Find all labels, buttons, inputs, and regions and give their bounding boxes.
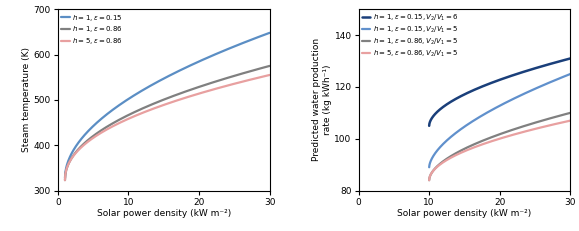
$h = 1, \varepsilon = 0.15, V_2/V_1 = 6$ [493,80,500,82]
$h = 1, \varepsilon = 0.86, V_2/V_1 = 5$ [541,119,548,121]
$h = 5, \varepsilon = 0.86, V_2/V_1 = 5$ [510,133,516,136]
Text: b: b [327,0,336,2]
$h = 5, \varepsilon = 0.86, V_2/V_1 = 5$ [426,179,433,182]
$h = 1, \varepsilon = 0.15$ [229,46,236,49]
$h = 1, \varepsilon = 0.15, V_2/V_1 = 6$ [426,125,433,127]
$h = 5, \varepsilon = 0.86$ [261,75,268,78]
$h = 1, \varepsilon = 0.86$ [160,98,167,101]
$h = 1, \varepsilon = 0.86, V_2/V_1 = 5$ [510,128,516,131]
Legend: $h = 1, \varepsilon = 0.15$, $h = 1, \varepsilon = 0.86$, $h = 5, \varepsilon = : $h = 1, \varepsilon = 0.15$, $h = 1, \va… [60,11,124,48]
$h = 5, \varepsilon = 0.86, V_2/V_1 = 5$ [493,138,500,141]
$h = 1, \varepsilon = 0.15$ [172,71,179,74]
$h = 1, \varepsilon = 0.15, V_2/V_1 = 6$ [510,74,516,76]
Line: $h = 1, \varepsilon = 0.15, V_2/V_1 = 5$: $h = 1, \varepsilon = 0.15, V_2/V_1 = 5$ [429,74,570,167]
Y-axis label: Steam temperature (K): Steam temperature (K) [22,47,31,152]
$h = 5, \varepsilon = 0.86$ [160,104,167,106]
$h = 1, \varepsilon = 0.15, V_2/V_1 = 6$ [502,76,509,79]
$h = 1, \varepsilon = 0.86, V_2/V_1 = 5$ [502,131,509,134]
$h = 1, \varepsilon = 0.15, V_2/V_1 = 5$ [510,97,516,100]
$h = 5, \varepsilon = 0.86, V_2/V_1 = 5$ [502,136,509,138]
$h = 1, \varepsilon = 0.15$ [61,176,68,179]
$h = 1, \varepsilon = 0.15, V_2/V_1 = 5$ [563,74,570,77]
Y-axis label: Predicted water production
rate (kg kWh⁻¹): Predicted water production rate (kg kWh⁻… [312,38,332,161]
$h = 1, \varepsilon = 0.86, V_2/V_1 = 5$ [493,134,500,137]
$h = 1, \varepsilon = 0.15, V_2/V_1 = 6$ [563,58,570,61]
$h = 5, \varepsilon = 0.86$ [229,83,236,85]
$h = 1, \varepsilon = 0.86, V_2/V_1 = 5$ [563,112,570,115]
$h = 1, \varepsilon = 0.86, V_2/V_1 = 5$ [426,179,433,182]
$h = 1, \varepsilon = 0.15$ [261,33,268,36]
$h = 1, \varepsilon = 0.86$ [184,90,190,92]
Line: $h = 5, \varepsilon = 0.86, V_2/V_1 = 5$: $h = 5, \varepsilon = 0.86, V_2/V_1 = 5$ [429,121,570,180]
$h = 1, \varepsilon = 0.15, V_2/V_1 = 5$ [426,166,433,169]
$h = 1, \varepsilon = 0.15, V_2/V_1 = 6$ [541,64,548,67]
$h = 5, \varepsilon = 0.86, V_2/V_1 = 5$ [563,120,570,123]
$h = 1, \varepsilon = 0.86$ [229,75,236,78]
$h = 5, \varepsilon = 0.86, V_2/V_1 = 5$ [567,119,574,122]
$h = 5, \varepsilon = 0.86, V_2/V_1 = 5$ [493,138,500,141]
$h = 1, \varepsilon = 0.15, V_2/V_1 = 6$ [493,79,500,82]
Line: $h = 5, \varepsilon = 0.86$: $h = 5, \varepsilon = 0.86$ [65,75,270,180]
$h = 5, \varepsilon = 0.86$ [61,179,68,182]
$h = 5, \varepsilon = 0.86$ [159,104,166,107]
$h = 1, \varepsilon = 0.15, V_2/V_1 = 5$ [541,83,548,86]
Line: $h = 1, \varepsilon = 0.15$: $h = 1, \varepsilon = 0.15$ [65,33,270,178]
$h = 1, \varepsilon = 0.15$ [184,66,190,69]
$h = 1, \varepsilon = 0.15, V_2/V_1 = 6$ [567,57,574,60]
$h = 1, \varepsilon = 0.86$ [159,99,166,102]
Line: $h = 1, \varepsilon = 0.15, V_2/V_1 = 6$: $h = 1, \varepsilon = 0.15, V_2/V_1 = 6$ [429,58,570,126]
X-axis label: Solar power density (kW m⁻²): Solar power density (kW m⁻²) [97,209,231,218]
$h = 5, \varepsilon = 0.86$ [172,100,179,102]
Legend: $h = 1, \varepsilon = 0.15, V_2/V_1 = 6$, $h = 1, \varepsilon = 0.15, V_2/V_1 = : $h = 1, \varepsilon = 0.15, V_2/V_1 = 6$… [361,11,460,60]
$h = 1, \varepsilon = 0.15, V_2/V_1 = 5$ [502,101,509,104]
$h = 5, \varepsilon = 0.86, V_2/V_1 = 5$ [541,125,548,128]
$h = 1, \varepsilon = 0.15$ [160,77,167,80]
$h = 1, \varepsilon = 0.15, V_2/V_1 = 5$ [567,73,574,75]
$h = 1, \varepsilon = 0.86$ [261,66,268,69]
$h = 1, \varepsilon = 0.15$ [159,78,166,81]
$h = 1, \varepsilon = 0.86$ [61,179,68,182]
X-axis label: Solar power density (kW m⁻²): Solar power density (kW m⁻²) [397,209,532,218]
$h = 1, \varepsilon = 0.15$ [266,31,273,34]
$h = 1, \varepsilon = 0.86$ [172,94,179,97]
$h = 1, \varepsilon = 0.86, V_2/V_1 = 5$ [567,112,574,114]
Line: $h = 1, \varepsilon = 0.86$: $h = 1, \varepsilon = 0.86$ [65,66,270,180]
$h = 1, \varepsilon = 0.86, V_2/V_1 = 5$ [493,134,500,137]
Line: $h = 1, \varepsilon = 0.86, V_2/V_1 = 5$: $h = 1, \varepsilon = 0.86, V_2/V_1 = 5$ [429,113,570,180]
Text: a: a [26,0,35,2]
$h = 1, \varepsilon = 0.15, V_2/V_1 = 5$ [493,106,500,109]
$h = 5, \varepsilon = 0.86$ [266,74,273,76]
$h = 1, \varepsilon = 0.15, V_2/V_1 = 5$ [493,106,500,109]
$h = 5, \varepsilon = 0.86$ [184,96,190,99]
$h = 1, \varepsilon = 0.86$ [266,64,273,67]
